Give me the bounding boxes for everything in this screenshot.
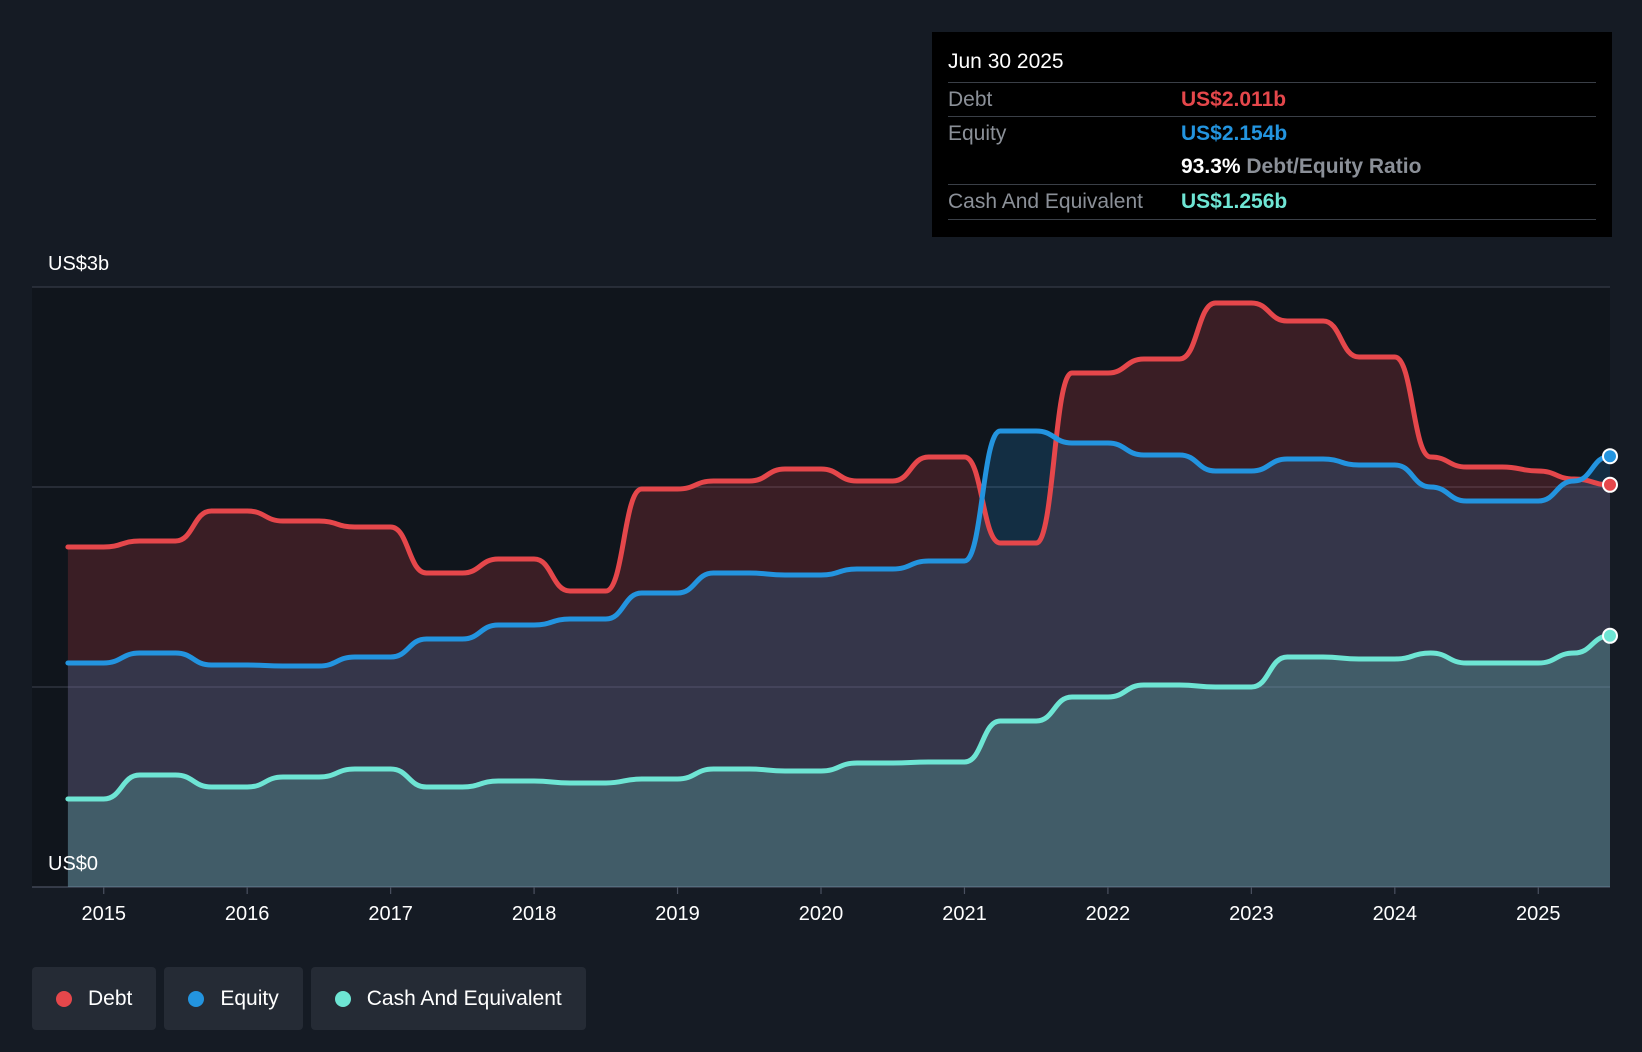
tooltip-row-cash: Cash And Equivalent US$1.256b <box>948 184 1596 220</box>
y-tick-bottom: US$0 <box>48 853 98 875</box>
tooltip-ratio: 93.3% Debt/Equity Ratio <box>1181 150 1421 184</box>
cash-dot-icon <box>334 990 351 1007</box>
tooltip-ratio-label: Debt/Equity Ratio <box>1246 155 1422 178</box>
plot-background <box>32 287 1610 887</box>
equity-line <box>65 428 1613 669</box>
legend-debt-label: Debt <box>88 986 133 1010</box>
chart-legend: Debt Equity Cash And Equivalent <box>32 967 586 1030</box>
legend-item-equity[interactable]: Equity <box>164 967 303 1030</box>
equity-area <box>67 431 1610 887</box>
x-tick-label: 2018 <box>512 903 557 925</box>
x-tick-label: 2024 <box>1373 903 1418 925</box>
cash-area <box>67 635 1610 887</box>
x-tick-label: 2017 <box>368 903 413 925</box>
x-tick-label: 2020 <box>799 903 844 925</box>
tooltip-row-debt: Debt US$2.011b <box>948 82 1596 117</box>
debt-area <box>67 303 1610 887</box>
tooltip-cash-value: US$1.256b <box>1181 190 1288 213</box>
tooltip-equity-value: US$2.154b <box>1181 122 1288 145</box>
x-tick-label: 2016 <box>225 903 270 925</box>
x-tick-label: 2021 <box>942 903 987 925</box>
tooltip-ratio-value: 93.3% <box>1181 155 1241 178</box>
legend-item-debt[interactable]: Debt <box>32 967 157 1030</box>
tooltip-equity-label: Equity <box>948 122 1007 145</box>
debt-dot-icon <box>56 990 72 1007</box>
equity-dot-icon <box>188 990 205 1007</box>
y-tick-top: US$3b <box>48 253 109 275</box>
x-tick-label: 2025 <box>1516 903 1561 925</box>
tooltip-debt-label: Debt <box>948 88 993 111</box>
tooltip-row-ratio: 93.3% Debt/Equity Ratio <box>948 150 1596 184</box>
legend-equity-label: Equity <box>220 986 279 1010</box>
equity-end-point <box>1602 448 1618 465</box>
tooltip-date: Jun 30 2025 <box>948 50 1064 73</box>
tooltip-panel: Jun 30 2025 Debt US$2.011b Equity US$2.1… <box>932 32 1612 237</box>
x-tick-label: 2022 <box>1086 903 1131 925</box>
legend-cash-label: Cash And Equivalent <box>366 986 562 1010</box>
debt-line <box>65 300 1613 594</box>
x-tick-label: 2023 <box>1229 903 1274 925</box>
legend-item-cash[interactable]: Cash And Equivalent <box>310 967 586 1030</box>
tooltip-row-equity: Equity US$2.154b <box>948 116 1596 151</box>
x-tick-label: 2015 <box>81 903 126 925</box>
cash-line <box>65 633 1613 802</box>
cash-end-point <box>1602 627 1618 644</box>
tooltip-cash-label: Cash And Equivalent <box>948 190 1143 213</box>
x-tick-label: 2019 <box>655 903 700 925</box>
tooltip-debt-value: US$2.011b <box>1181 88 1287 111</box>
debt-end-point <box>1602 476 1618 493</box>
